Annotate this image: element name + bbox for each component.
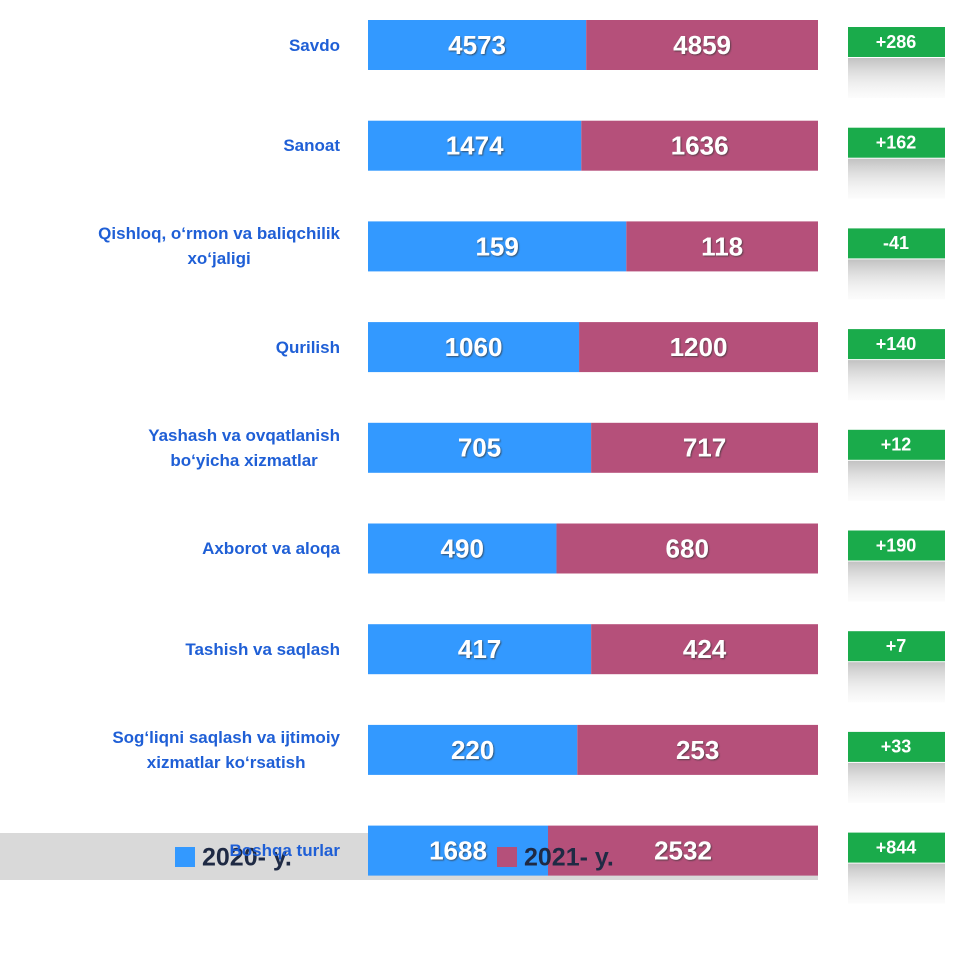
value-label: 1636: [671, 131, 729, 161]
value-label: 1688: [429, 835, 487, 865]
difference-label: +286: [876, 32, 917, 52]
difference-label: +140: [876, 334, 917, 354]
category-label-box: Yashash va ovqatlanish bo‘yicha xizmatla…: [0, 418, 340, 478]
difference-label: +190: [876, 535, 917, 555]
difference-label: +33: [881, 737, 912, 757]
bar-segment: [579, 322, 818, 373]
bar-segment: [368, 422, 592, 473]
value-label: 424: [683, 634, 727, 664]
legend-swatch: [175, 847, 195, 867]
value-label: 680: [666, 533, 709, 563]
difference-box: [848, 832, 945, 863]
value-label: 1200: [670, 332, 728, 362]
difference-shadow: [848, 863, 945, 904]
category-label-box: Axborot va aloqa: [0, 519, 340, 579]
legend-label: 2021- y.: [524, 844, 614, 872]
difference-shadow: [848, 259, 945, 300]
category-label: Qurilish: [275, 337, 340, 357]
difference-label: +162: [876, 132, 917, 152]
value-label: 253: [676, 735, 719, 765]
value-label: 705: [458, 433, 501, 463]
value-label: 4573: [448, 30, 506, 60]
category-label-box: Tashish va saqlash: [0, 619, 340, 679]
legend-swatch: [497, 847, 517, 867]
bar-segment: [581, 120, 818, 171]
difference-box: [848, 530, 945, 561]
value-label: 159: [475, 231, 518, 261]
category-label-box: Savdo: [0, 15, 340, 75]
value-label: 417: [458, 634, 501, 664]
value-label: 1474: [446, 131, 504, 161]
difference-shadow: [848, 58, 945, 98]
category-label-box: Sanoat: [0, 116, 340, 176]
category-label-box: Sog‘liqni saqlash va ijtimoiy xizmatlar …: [0, 720, 340, 780]
difference-label: +7: [886, 636, 907, 656]
category-label-box: Boshqa turlar: [0, 821, 340, 881]
category-label: Sog‘liqni saqlash va ijtimoiy xizmatlar …: [112, 727, 340, 772]
bar-segment: [626, 221, 818, 272]
category-label: Savdo: [288, 35, 340, 55]
difference-shadow: [848, 762, 945, 803]
difference-shadow: [848, 360, 945, 401]
difference-box: [848, 27, 945, 57]
bar-segment: [591, 422, 818, 473]
bar-segment: [591, 624, 818, 675]
difference-box: [848, 329, 945, 360]
value-label: 220: [451, 735, 494, 765]
category-label: Qishloq, o‘rmon va baliqchilik xo‘jaligi: [98, 224, 340, 269]
category-label: Boshqa turlar: [229, 841, 340, 861]
category-label: Tashish va saqlash: [185, 639, 340, 659]
difference-label: +844: [876, 837, 917, 857]
category-label: Yashash va ovqatlanish bo‘yicha xizmatla…: [148, 425, 340, 470]
value-label: 1060: [445, 332, 503, 362]
category-label-box: Qishloq, o‘rmon va baliqchilik xo‘jaligi: [0, 216, 340, 276]
difference-shadow: [848, 158, 945, 199]
difference-label: -41: [883, 233, 909, 253]
difference-box: [848, 631, 945, 662]
difference-label: +12: [881, 435, 912, 455]
bar-segment: [368, 523, 557, 574]
bar-segment: [586, 20, 818, 70]
difference-shadow: [848, 662, 945, 703]
bar-segment: [368, 322, 580, 373]
category-label: Axborot va aloqa: [202, 539, 340, 558]
value-label: 490: [441, 533, 484, 563]
bar-segment: [368, 221, 627, 272]
difference-box: [848, 429, 945, 460]
bar-segment: [368, 120, 582, 171]
bar-segment: [368, 724, 578, 775]
difference-shadow: [848, 460, 945, 501]
bar-segment: [577, 724, 818, 775]
value-label: 2532: [654, 835, 712, 865]
category-label: Sanoat: [283, 136, 340, 156]
bar-segment: [556, 523, 818, 574]
bar-segment: [548, 825, 818, 876]
value-label: 118: [701, 231, 743, 261]
difference-box: [848, 731, 945, 762]
category-label-box: Qurilish: [0, 317, 340, 377]
difference-box: [848, 228, 945, 259]
difference-box: [848, 127, 945, 158]
bar-segment: [368, 20, 587, 70]
bar-segment: [368, 624, 592, 675]
value-label: 4859: [673, 30, 731, 60]
value-label: 717: [683, 433, 726, 463]
bar-segment: [368, 825, 548, 876]
difference-shadow: [848, 561, 945, 602]
legend-label: 2020- y.: [202, 844, 292, 872]
